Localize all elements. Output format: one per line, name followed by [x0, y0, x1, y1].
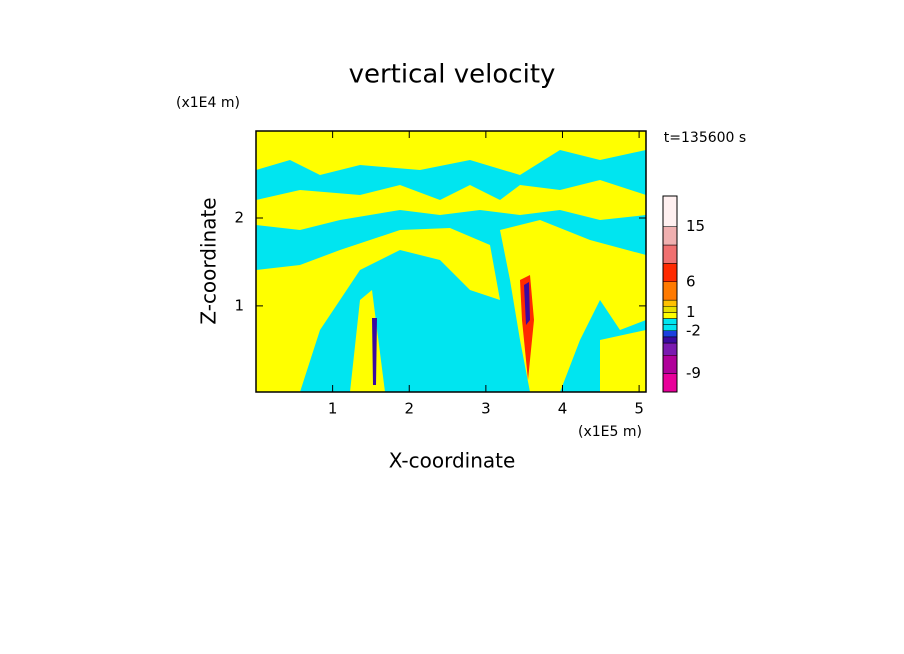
contour-region: [600, 330, 646, 392]
contour-region: [372, 318, 377, 385]
colorbar-segment: [662, 373, 678, 393]
colorbar-segment: [662, 299, 678, 307]
x-tick-label: 5: [634, 400, 644, 418]
colorbar-segment: [662, 306, 678, 313]
x-tick-label: 4: [558, 400, 568, 418]
y-tick-label: 1: [234, 296, 244, 314]
colorbar-tick-label: 6: [686, 272, 696, 290]
colorbar-segment: [662, 342, 678, 356]
colorbar-segment: [662, 281, 678, 301]
colorbar-segment: [662, 263, 678, 282]
x-axis-label: X-coordinate: [389, 449, 516, 473]
colorbar-tick-label: -9: [686, 364, 701, 382]
contour-region: [256, 180, 646, 230]
contour-region: [256, 228, 500, 392]
colorbar-segment: [662, 318, 678, 325]
contour-region: [256, 131, 646, 175]
colorbar-segment: [662, 355, 678, 374]
contour-region: [520, 275, 534, 380]
colorbar-segment: [662, 244, 678, 264]
y-axis-label: Z-coordinate: [197, 197, 221, 324]
contour-region: [500, 220, 646, 392]
colorbar-segment: [662, 226, 678, 246]
contour-region: [524, 282, 530, 325]
colorbar-segment: [662, 312, 678, 319]
y-scale-label: (x1E4 m): [176, 95, 240, 111]
colorbar-tick-label: -2: [686, 321, 701, 339]
chart-title: vertical velocity: [349, 60, 556, 90]
annotation: t=135600 s: [664, 130, 746, 146]
colorbar-segment: [662, 195, 678, 227]
colorbar-tick-label: 15: [686, 217, 705, 235]
x-tick-label: 1: [328, 400, 338, 418]
colorbar-tick-label: 1: [686, 303, 696, 321]
x-scale-label: (x1E5 m): [578, 424, 642, 440]
colorbar-segment: [662, 330, 678, 338]
contour-field: [256, 131, 646, 392]
x-tick-label: 2: [404, 400, 414, 418]
y-tick-label: 2: [234, 209, 244, 227]
colorbar-frame: [662, 195, 678, 393]
colorbar-segment: [662, 336, 678, 344]
colorbar-segment: [662, 324, 678, 331]
x-tick-label: 3: [481, 400, 491, 418]
plot-frame: [255, 130, 647, 393]
